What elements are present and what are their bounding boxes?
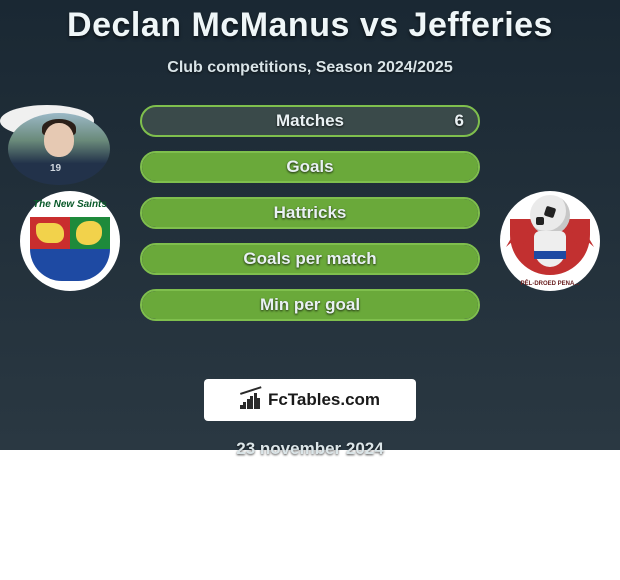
stat-bars: Matches6 Goals Hattricks Goals per match Min… (140, 105, 480, 345)
stat-bar-label: Goals (142, 153, 478, 181)
stat-bar-label: Hattricks (142, 199, 478, 227)
stat-bar-label: Min per goal (142, 291, 478, 319)
player-left-number: 19 (50, 163, 61, 174)
brand-text: FcTables.com (268, 390, 380, 410)
player-photo-placeholder: 19 (8, 113, 110, 185)
page-title: Declan McManus vs Jefferies (0, 6, 620, 45)
stat-bar-label: Goals per match (142, 245, 478, 273)
crest-right-text: PÊL-DROED PENA... (500, 281, 600, 287)
stat-right-value: 6 (455, 107, 464, 135)
stat-bar: Matches6 (140, 105, 480, 137)
stat-bar: Hattricks (140, 197, 480, 229)
subtitle: Club competitions, Season 2024/2025 (0, 59, 620, 77)
stat-bar: Min per goal (140, 289, 480, 321)
stat-bar: Goals (140, 151, 480, 183)
brand-badge: FcTables.com (204, 379, 416, 421)
date-text: 23 november 2024 (0, 439, 620, 459)
club-crest-left: The New Saints (20, 191, 120, 291)
stat-bar: Goals per match (140, 243, 480, 275)
bar-chart-icon (240, 391, 262, 409)
comparison-stage: 19 The New Saints PÊL-DROED PEN (0, 105, 620, 365)
stat-bar-label: Matches (142, 107, 478, 135)
soccer-ball-icon (530, 195, 570, 235)
player-left-photo: 19 (8, 113, 110, 185)
comparison-panel: Declan McManus vs Jefferies Club competi… (0, 0, 620, 450)
crest-left-text: The New Saints (20, 199, 120, 210)
club-crest-right: PÊL-DROED PENA... (500, 191, 600, 291)
